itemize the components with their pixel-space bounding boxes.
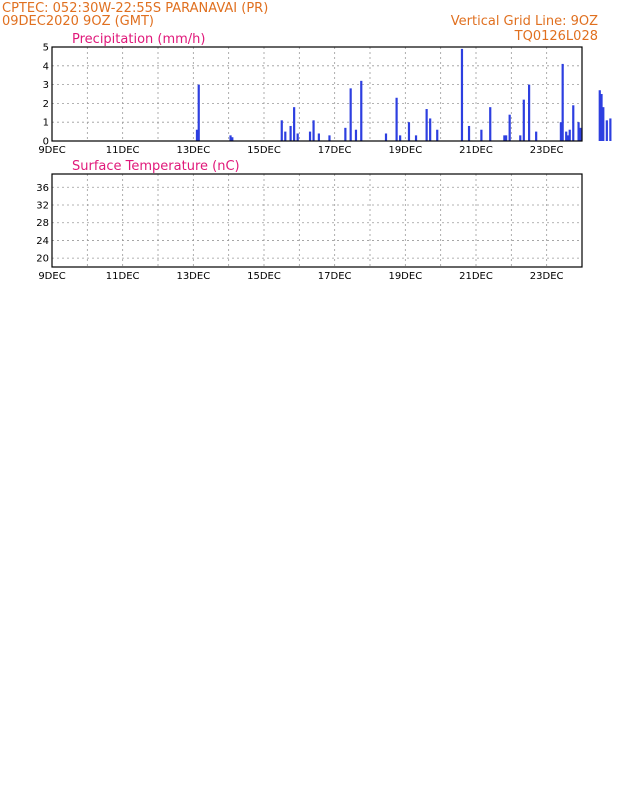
precip-bar	[384, 133, 388, 141]
header-model: TQ0126L028	[514, 29, 598, 44]
header-date: 09DEC2020 9OZ (GMT)	[2, 14, 154, 29]
x-tick-label: 11DEC	[106, 271, 140, 282]
precip-bar	[328, 135, 331, 141]
precip-bar	[360, 80, 363, 141]
y-tick-label: 3	[43, 80, 49, 91]
y-tick-label: 24	[36, 236, 49, 247]
x-tick-label: 19DEC	[388, 271, 422, 282]
x-tick-label: 13DEC	[176, 145, 210, 156]
precip-bar	[289, 125, 292, 141]
x-tick-label: 23DEC	[530, 145, 564, 156]
x-tick-label: 23DEC	[530, 271, 564, 282]
y-tick-label: 2	[43, 99, 49, 110]
precip-bar	[522, 99, 525, 141]
precip-bar	[566, 135, 570, 141]
precip-bar	[308, 131, 312, 141]
precip-bar	[280, 120, 283, 141]
precip-bar	[535, 131, 538, 141]
precip-bar	[519, 135, 522, 141]
precip-bar	[293, 107, 296, 141]
precip-bar	[197, 84, 200, 141]
panel-2: 20 24 28 32 36 9DEC 11DEC 13DEC 15DEC 17DEC 19DEC 2…	[36, 159, 583, 282]
precip-bar	[296, 133, 299, 141]
precip-bar	[559, 122, 562, 141]
precip-bar	[572, 105, 575, 141]
precip-bar	[425, 109, 428, 141]
precip-bar	[565, 131, 568, 141]
x-tick-label: 17DEC	[318, 271, 352, 282]
precip-bar	[429, 118, 432, 141]
y-tick-label: 20	[36, 254, 49, 265]
x-tick-label: 21DEC	[459, 145, 493, 156]
precip-bar	[561, 63, 564, 141]
x-tick-label: 9DEC	[38, 145, 65, 156]
precip-bar	[231, 137, 234, 141]
x-tick-label: 15DEC	[247, 271, 281, 282]
y-tick-label: 28	[36, 218, 49, 229]
precip-bar	[489, 107, 492, 141]
precip-bar	[605, 120, 608, 141]
precip-bar	[317, 133, 320, 141]
precip-bar	[528, 84, 531, 141]
precip-bar	[312, 120, 315, 141]
x-tick-label: 17DEC	[318, 145, 352, 156]
header-grid-line: Vertical Grid Line: 9OZ	[451, 14, 598, 29]
precip-bar	[460, 48, 464, 141]
precip-bar	[568, 129, 571, 141]
precip-bar	[508, 114, 511, 141]
plot-frame	[51, 46, 583, 142]
precip-bar	[349, 88, 352, 141]
precip-bar	[344, 127, 347, 141]
y-tick-label: 36	[36, 183, 49, 194]
panel-title: Precipitation (mm/h)	[72, 32, 205, 47]
panel-title: Surface Temperature (nC)	[72, 159, 240, 174]
precip-bar	[467, 125, 471, 141]
panels: 0 1 2 3 4 5 9DEC 11DEC 13DEC 15DEC 17DEC 19DEC 21DEC…	[36, 32, 612, 282]
y-tick-label: 5	[43, 43, 49, 54]
x-tick-label: 9DEC	[38, 271, 65, 282]
precip-bar	[399, 135, 402, 141]
precip-bar	[354, 129, 358, 141]
precip-bar	[395, 97, 398, 141]
x-tick-label: 11DEC	[106, 145, 140, 156]
y-tick-label: 1	[43, 118, 49, 129]
precip-bar	[600, 94, 603, 141]
precip-bar	[598, 90, 601, 141]
panel-1: 0 1 2 3 4 5 9DEC 11DEC 13DEC 15DEC 17DEC 19DEC 21DEC…	[38, 32, 612, 156]
x-tick-label: 13DEC	[176, 271, 210, 282]
precip-bar	[480, 129, 483, 141]
precip-bar	[229, 135, 232, 141]
precip-bar	[602, 107, 605, 141]
y-tick-label: 4	[43, 61, 49, 72]
precip-bar	[407, 122, 411, 141]
precip-bar	[503, 135, 506, 141]
precip-bar	[436, 129, 439, 141]
precip-bar	[414, 135, 418, 141]
x-tick-label: 21DEC	[459, 271, 493, 282]
plot-frame	[51, 173, 583, 268]
precip-bar	[505, 135, 508, 141]
x-tick-label: 19DEC	[388, 145, 422, 156]
precip-bar	[609, 118, 612, 141]
precip-bar	[195, 129, 199, 141]
precip-bar	[577, 122, 580, 141]
x-tick-label: 15DEC	[247, 145, 281, 156]
precip-bar	[284, 131, 287, 141]
header-location: CPTEC: 052:30W-22:55S PARANAVAI (PR)	[2, 1, 268, 16]
y-tick-label: 32	[36, 201, 49, 212]
y-tick-label: 0	[43, 137, 49, 148]
precip-bar	[579, 127, 582, 141]
